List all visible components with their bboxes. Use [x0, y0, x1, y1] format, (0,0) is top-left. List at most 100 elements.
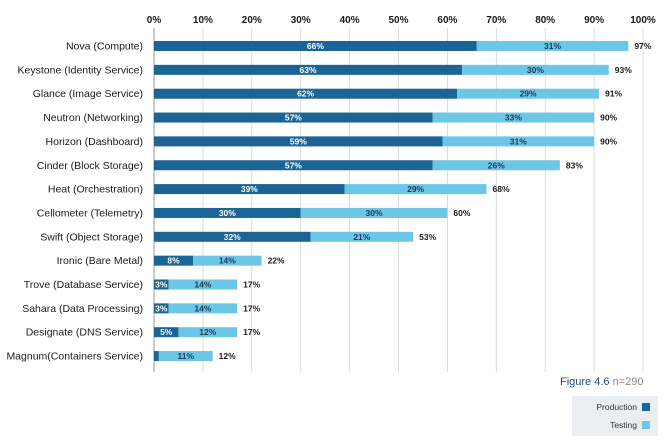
category-label: Cellometer (Telemetry)	[37, 207, 143, 219]
category-label: Keystone (Identity Service)	[18, 64, 143, 76]
bar-testing	[432, 112, 595, 123]
legend: Production Testing	[572, 396, 658, 436]
category-label: Cinder (Block Storage)	[37, 160, 143, 172]
bar-production	[154, 64, 463, 75]
data-label-testing: 30%	[366, 208, 383, 218]
data-label-total: 17%	[243, 327, 260, 337]
data-label-testing: 12%	[199, 327, 216, 337]
x-tick-label: 60%	[437, 15, 457, 26]
x-tick-label: 40%	[340, 15, 360, 26]
category-label: Horizon (Dashboard)	[46, 136, 143, 148]
x-tick-label: 70%	[486, 15, 506, 26]
data-label-total: 97%	[634, 41, 651, 51]
x-tick-label: 10%	[193, 15, 213, 26]
data-label-testing: 14%	[194, 280, 211, 290]
data-label-testing: 14%	[194, 303, 211, 313]
bar-testing	[344, 184, 487, 195]
category-label: Magnum(Containers Service)	[6, 351, 143, 363]
legend-swatch-production	[642, 403, 650, 411]
data-label-testing: 31%	[544, 41, 561, 51]
category-label: Ironic (Bare Metal)	[57, 255, 143, 267]
data-label-total: 93%	[615, 65, 632, 75]
sample-size-note: n=290	[612, 376, 644, 388]
data-label-total: 17%	[243, 280, 260, 290]
data-label-testing: 14%	[219, 256, 236, 266]
bar-testing	[476, 41, 629, 51]
data-label-total: 17%	[243, 303, 260, 313]
bar-testing	[310, 231, 414, 242]
category-label: Sahara (Data Processing)	[22, 303, 143, 315]
data-label-production: 3%	[155, 280, 168, 290]
data-label-testing: 29%	[407, 184, 424, 194]
figure-label: Figure 4.6	[560, 376, 610, 388]
bar-testing	[457, 88, 599, 99]
data-label-production: 62%	[297, 89, 314, 99]
bar-testing	[158, 351, 213, 362]
data-label-total: 68%	[493, 184, 510, 194]
data-label-production: 57%	[285, 160, 302, 170]
bar-production	[154, 279, 169, 290]
bar-production	[154, 184, 345, 195]
bar-testing	[432, 160, 560, 171]
category-label: Nova (Compute)	[66, 41, 143, 53]
data-label-production: 8%	[167, 256, 180, 266]
data-label-total: 91%	[605, 89, 622, 99]
figure-caption: Figure 4.6 n=290	[560, 376, 644, 388]
data-label-production: 39%	[241, 184, 258, 194]
x-tick-label: 0%	[147, 15, 162, 26]
data-label-production: 30%	[219, 208, 236, 218]
data-label-testing: 21%	[353, 232, 370, 242]
category-label: Designate (DNS Service)	[26, 327, 143, 339]
data-label-total: 12%	[219, 351, 236, 361]
data-label-total: 22%	[268, 256, 285, 266]
bar-production	[154, 88, 458, 99]
category-label: Glance (Image Service)	[33, 88, 143, 100]
bar-testing	[193, 255, 262, 266]
x-tick-label: 30%	[291, 15, 311, 26]
data-label-total: 53%	[419, 232, 436, 242]
bar-testing	[178, 327, 238, 338]
data-label-production: 66%	[307, 41, 324, 51]
data-label-production: 32%	[224, 232, 241, 242]
bar-testing	[300, 207, 448, 218]
bar-production	[154, 207, 301, 218]
data-label-testing: 30%	[527, 65, 544, 75]
category-label: Trove (Database Service)	[24, 279, 143, 291]
x-tick-label: 20%	[242, 15, 262, 26]
bar-testing	[168, 279, 238, 290]
legend-item-testing: Testing	[610, 420, 650, 430]
data-label-testing: 33%	[505, 113, 522, 123]
data-label-total: 83%	[566, 160, 583, 170]
data-label-total: 90%	[600, 113, 617, 123]
x-tick-label: 100%	[630, 15, 656, 26]
legend-item-production: Production	[596, 402, 650, 412]
bar-production	[154, 255, 194, 266]
data-label-testing: 26%	[488, 160, 505, 170]
data-label-production: 57%	[285, 113, 302, 123]
bar-production	[154, 112, 433, 123]
data-label-production: 59%	[290, 136, 307, 146]
data-label-testing: 31%	[510, 136, 527, 146]
x-tick-label: 80%	[535, 15, 555, 26]
category-label: Swift (Object Storage)	[40, 231, 143, 243]
category-label: Neutron (Networking)	[43, 112, 143, 124]
data-label-production: 63%	[300, 65, 317, 75]
bar-production	[154, 303, 169, 314]
x-tick-label: 50%	[388, 15, 408, 26]
bar-production	[154, 351, 159, 362]
data-label-total: 90%	[600, 136, 617, 146]
bar-production	[154, 136, 443, 147]
bar-production	[154, 327, 179, 338]
bar-production	[154, 160, 433, 171]
data-label-production: 3%	[155, 303, 168, 313]
x-tick-label: 90%	[584, 15, 604, 26]
bar-testing	[442, 136, 595, 147]
data-label-testing: 29%	[520, 89, 537, 99]
bar-production	[154, 41, 477, 51]
legend-label-production: Production	[596, 402, 637, 412]
data-label-production: 5%	[160, 327, 173, 337]
data-label-testing: 11%	[178, 351, 195, 361]
legend-swatch-testing	[642, 421, 650, 429]
category-label: Heat (Orchestration)	[48, 184, 143, 196]
